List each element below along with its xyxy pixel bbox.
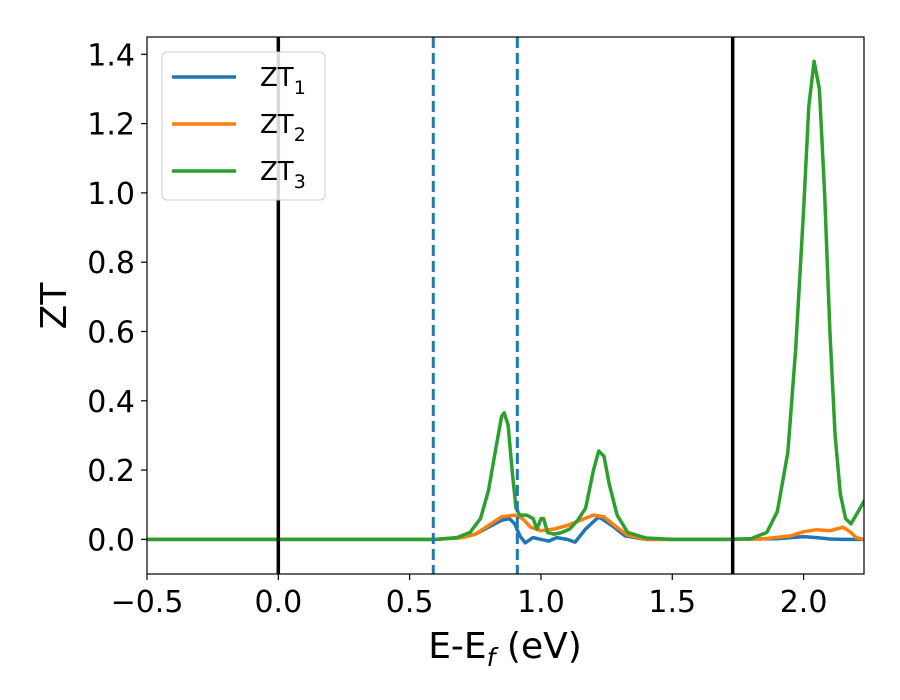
y-axis-label: ZT <box>34 282 75 330</box>
x-tick-label: −0.5 <box>111 585 184 620</box>
y-tick-label: 1.4 <box>87 38 135 73</box>
x-tick-label: 1.5 <box>648 585 696 620</box>
y-tick-label: 0.4 <box>87 385 135 420</box>
y-tick-label: 1.2 <box>87 108 135 143</box>
y-tick-label: 0.0 <box>87 523 135 558</box>
plot-frame <box>146 36 865 575</box>
x-tick-label: 0.0 <box>254 585 302 620</box>
series-line-zt3 <box>147 59 864 542</box>
x-tick-label: 2.0 <box>780 585 828 620</box>
x-tick-label: 1.0 <box>517 585 565 620</box>
series-line-zt2 <box>147 513 864 542</box>
legend-label-zt1: ZT1 <box>260 63 306 99</box>
x-axis-label-main: E-E <box>428 626 486 667</box>
legend-item-zt1: ZT1 <box>172 63 306 99</box>
y-tick-label: 0.2 <box>87 454 135 489</box>
x-tick-label: 0.5 <box>386 585 434 620</box>
axis-ticks: −0.5 0.0 0.5 1.0 1.5 2.0 0.0 0.2 0.4 0.6 0.8 1.0 1.2… <box>87 38 827 620</box>
legend-label-zt2: ZT2 <box>260 110 306 146</box>
x-axis-label-rest: (eV) <box>495 626 581 667</box>
legend-box <box>161 51 326 201</box>
legend-item-zt3: ZT3 <box>172 157 306 193</box>
x-axis-label: E-Ef (eV) <box>428 626 582 672</box>
y-tick-label: 0.8 <box>87 246 135 281</box>
y-tick-label: 1.0 <box>87 177 135 212</box>
y-tick-label: 0.6 <box>87 315 135 350</box>
legend: ZT1 ZT2 ZT3 <box>161 51 326 201</box>
legend-label-zt3: ZT3 <box>260 157 306 193</box>
legend-item-zt2: ZT2 <box>172 110 306 146</box>
